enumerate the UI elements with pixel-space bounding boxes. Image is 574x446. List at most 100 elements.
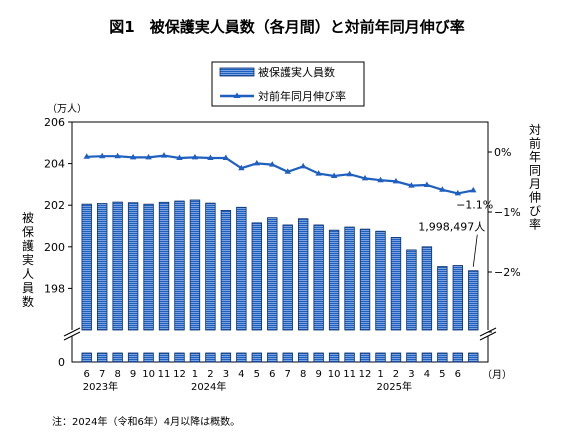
bar-stub xyxy=(452,352,464,363)
rate-point xyxy=(361,174,369,181)
bar xyxy=(127,202,139,331)
bar-stub xyxy=(359,352,371,363)
bar-stub xyxy=(375,352,386,363)
bar xyxy=(96,203,108,331)
legend: 被保護実人員数 対前年同月伸び率 xyxy=(211,61,365,107)
y-axis-title-char: 実 xyxy=(22,252,34,267)
bar xyxy=(328,229,340,331)
rate-point xyxy=(160,152,168,158)
bar xyxy=(406,249,417,331)
x-tick-label: 7 xyxy=(99,369,105,380)
bar-stub xyxy=(251,352,263,363)
x-tick-label: 9 xyxy=(315,369,321,380)
y2-axis-title-char: 率 xyxy=(529,217,541,232)
y-tick-label: 206 xyxy=(44,116,65,129)
bar-stub xyxy=(390,352,402,363)
bar xyxy=(112,201,123,331)
bar xyxy=(251,222,263,331)
bar-stub xyxy=(437,352,448,363)
rate-point xyxy=(346,170,353,177)
bar-stub xyxy=(81,352,92,363)
rate-point xyxy=(377,176,384,183)
bar xyxy=(375,230,386,331)
bar xyxy=(359,228,371,331)
year-label: 2024年 xyxy=(191,380,226,393)
rate-point xyxy=(330,172,338,178)
y-axis-title-char: 数 xyxy=(22,294,34,309)
y-tick-label: 204 xyxy=(44,158,65,171)
rate-point xyxy=(176,154,183,160)
rate-point xyxy=(392,177,400,184)
legend-line-marker xyxy=(233,92,241,98)
x-tick-label: 3 xyxy=(408,369,414,380)
x-tick-label: 11 xyxy=(343,369,356,380)
y-axis-title-char: 人 xyxy=(22,267,34,281)
rate-point xyxy=(423,181,431,187)
bar xyxy=(174,200,185,331)
bar xyxy=(297,218,309,331)
x-tick-label: 2 xyxy=(207,369,213,380)
year-label: 2023年 xyxy=(83,380,118,393)
x-tick-label: 5 xyxy=(439,369,445,380)
bar-stub xyxy=(96,352,108,363)
x-tick-label: 12 xyxy=(359,369,372,380)
bar xyxy=(390,237,402,331)
bar xyxy=(267,217,278,331)
bar-stub xyxy=(127,352,139,363)
bar xyxy=(421,246,433,331)
y-axis-title-char: 護 xyxy=(22,238,34,253)
rate-point xyxy=(315,170,322,176)
rate-point xyxy=(269,161,276,167)
rate-point xyxy=(470,186,477,193)
chart-title: 図1 被保護実人員数（各月間）と対前年同月伸び率 xyxy=(109,18,464,36)
bar-stub xyxy=(112,352,123,363)
bar xyxy=(437,266,448,331)
bar-stub xyxy=(344,352,355,363)
x-axis-unit: （月） xyxy=(482,369,512,381)
bar-stub xyxy=(267,352,278,363)
rate-point xyxy=(299,162,307,169)
bar xyxy=(158,201,170,331)
footnote: 注：2024年（令和6年）4月以降は概数。 xyxy=(52,415,240,428)
rate-point xyxy=(408,182,415,188)
rate-point xyxy=(207,154,214,160)
bar xyxy=(282,224,293,331)
y2-axis-title-char: 同 xyxy=(529,164,541,178)
bar xyxy=(189,199,201,331)
y-tick-label: 0 xyxy=(58,356,65,369)
legend-line-label: 対前年同月伸び率 xyxy=(258,89,346,103)
x-tick-label: 4 xyxy=(424,369,430,380)
bar xyxy=(143,203,154,331)
y-tick-label: 202 xyxy=(44,199,65,212)
y-axis-unit: （万人） xyxy=(47,103,87,115)
y-tick-label: 200 xyxy=(44,241,65,254)
x-tick-label: 1 xyxy=(377,369,383,380)
bar xyxy=(236,206,247,331)
bar-annotation-leader xyxy=(472,234,478,267)
y2-axis-title-char: 伸 xyxy=(529,191,541,205)
x-tick-label: 6 xyxy=(269,369,275,380)
y-tick-label: 198 xyxy=(44,282,65,295)
bar-stub xyxy=(236,352,247,363)
line-annotation: −1.1% xyxy=(456,198,493,211)
bar-stub xyxy=(297,352,309,363)
x-tick-label: 6 xyxy=(84,369,90,380)
y2-tick-label: −2% xyxy=(494,266,521,279)
bar-stub xyxy=(205,352,216,363)
rate-point xyxy=(439,186,446,192)
x-tick-label: 8 xyxy=(114,369,120,380)
bar xyxy=(468,270,479,331)
bar-stub xyxy=(220,352,232,363)
bar-stub xyxy=(421,352,433,363)
y2-axis-title-char: 対 xyxy=(529,123,541,137)
rate-point xyxy=(129,153,137,160)
x-tick-label: 7 xyxy=(285,369,291,380)
bar-stub xyxy=(406,352,417,363)
axis-break xyxy=(63,327,497,341)
bar xyxy=(220,209,232,331)
x-tick-label: 5 xyxy=(254,369,260,380)
bar-stub xyxy=(158,352,170,363)
x-tick-label: 2 xyxy=(393,369,399,380)
bar-stub xyxy=(468,352,479,363)
x-tick-label: 9 xyxy=(130,369,136,380)
